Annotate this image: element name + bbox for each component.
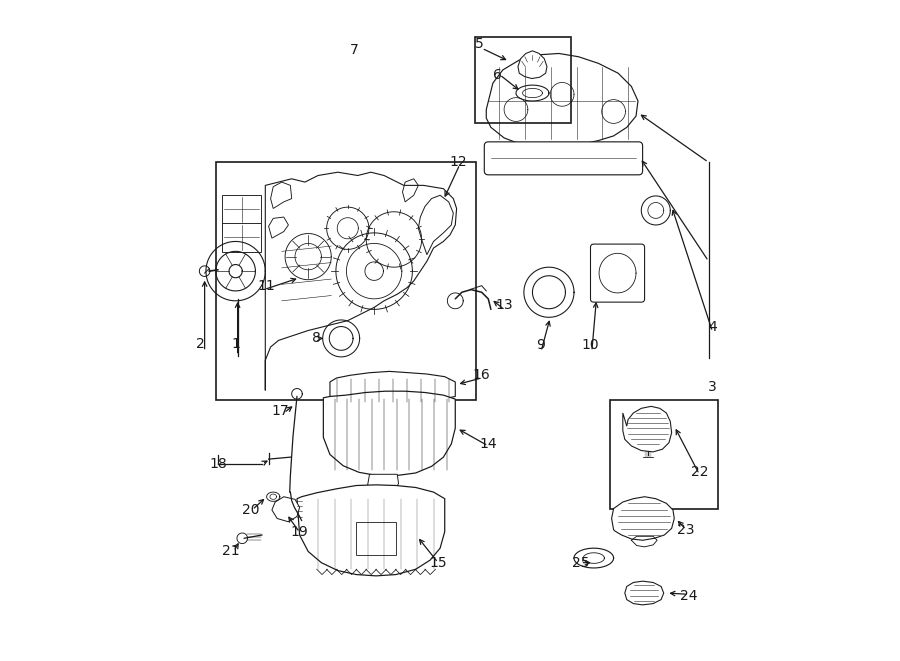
Bar: [609, 400, 718, 508]
Text: 2: 2: [196, 336, 205, 351]
Text: 14: 14: [480, 437, 497, 451]
Text: 5: 5: [475, 36, 484, 51]
Text: 16: 16: [472, 368, 490, 382]
Polygon shape: [518, 51, 547, 79]
Polygon shape: [367, 475, 399, 494]
Text: 11: 11: [257, 279, 275, 293]
Polygon shape: [297, 485, 445, 576]
Polygon shape: [623, 407, 671, 452]
Text: 3: 3: [708, 379, 717, 393]
Text: 24: 24: [680, 589, 698, 603]
Polygon shape: [323, 391, 455, 476]
Text: 1: 1: [231, 336, 240, 351]
Text: 19: 19: [291, 525, 309, 539]
Text: 13: 13: [495, 298, 513, 313]
FancyBboxPatch shape: [222, 194, 261, 223]
Polygon shape: [330, 371, 455, 407]
Polygon shape: [418, 195, 454, 254]
Text: 21: 21: [222, 545, 239, 559]
Text: 22: 22: [690, 465, 708, 479]
Text: 25: 25: [572, 556, 590, 570]
Text: 15: 15: [429, 556, 447, 570]
Polygon shape: [612, 496, 674, 540]
Polygon shape: [486, 54, 638, 147]
Text: 6: 6: [493, 67, 502, 81]
Text: 23: 23: [678, 523, 695, 537]
Polygon shape: [271, 182, 292, 208]
Text: 12: 12: [449, 155, 467, 169]
Text: 10: 10: [581, 338, 598, 352]
FancyBboxPatch shape: [590, 244, 644, 302]
Text: 4: 4: [708, 320, 717, 334]
Bar: [216, 163, 476, 400]
Text: 20: 20: [242, 503, 259, 517]
FancyBboxPatch shape: [484, 142, 643, 175]
Polygon shape: [268, 217, 288, 238]
Polygon shape: [272, 496, 300, 522]
FancyBboxPatch shape: [356, 522, 396, 555]
Text: 18: 18: [209, 457, 227, 471]
Bar: [475, 37, 571, 123]
Text: 17: 17: [271, 404, 289, 418]
Polygon shape: [625, 581, 663, 605]
Text: 9: 9: [536, 338, 545, 352]
Polygon shape: [402, 178, 418, 202]
Text: 8: 8: [312, 331, 321, 346]
FancyBboxPatch shape: [222, 223, 261, 252]
Text: 7: 7: [350, 43, 359, 57]
